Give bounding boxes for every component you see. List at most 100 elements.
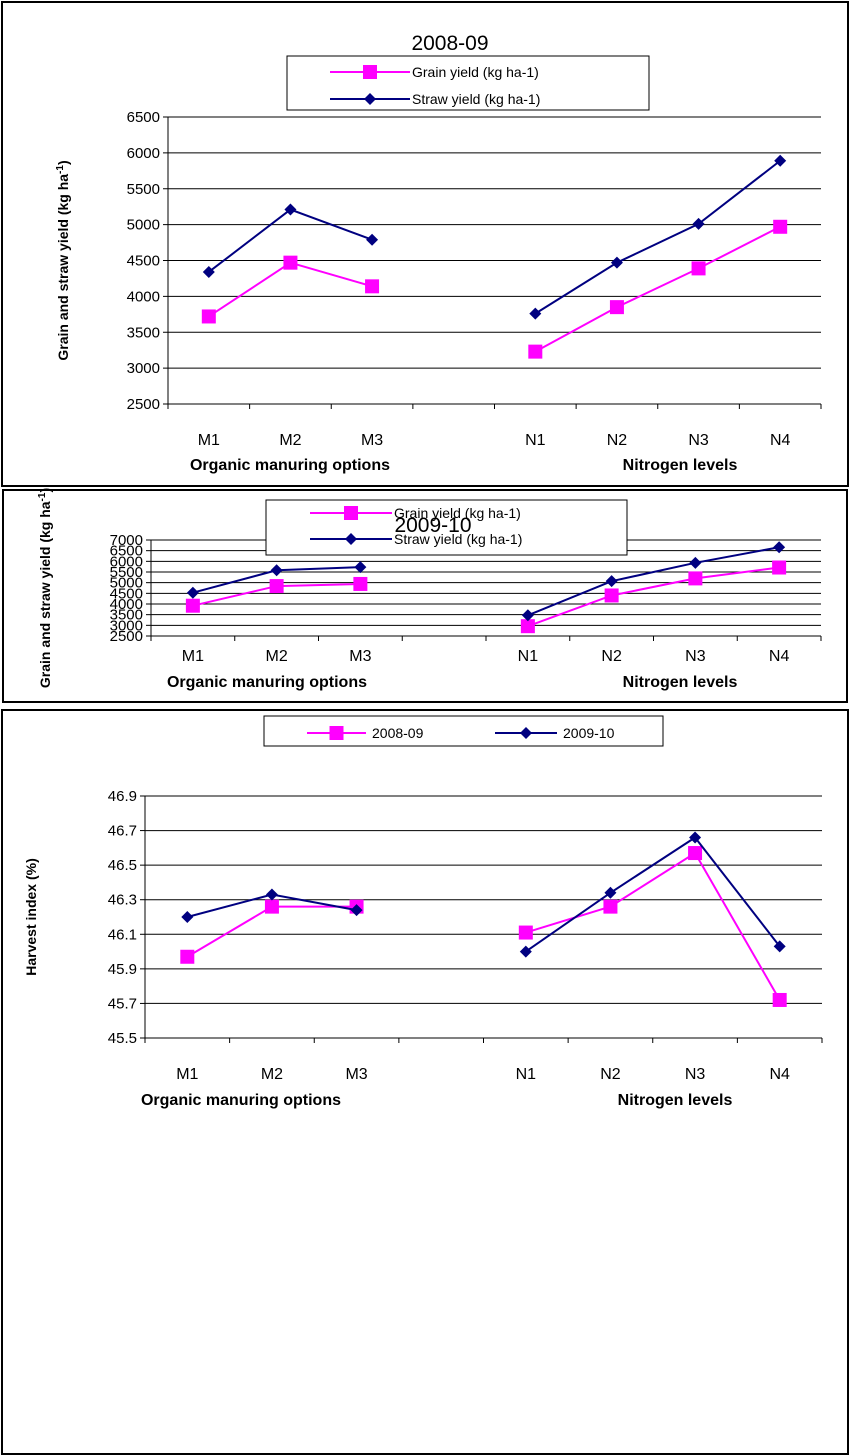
series-line [534, 225, 781, 353]
y-tick-label: 6000 [110, 553, 143, 570]
y-tick-label: 46.7 [108, 823, 137, 840]
legend-marker [364, 93, 376, 105]
series-a-point-m3 [365, 279, 380, 294]
series-b-point-m3 [354, 561, 367, 574]
group-label-nitrogen-levels: Nitrogen levels [618, 1092, 733, 1109]
chart-frame [2, 489, 848, 703]
legend-marker [363, 65, 377, 79]
series-b-point-n4 [774, 154, 787, 167]
x-tick-label-n1: N1 [518, 648, 539, 665]
y-tick-label: 3000 [127, 360, 160, 377]
series-b-point-n2 [605, 575, 618, 588]
y-tick-label: 6000 [127, 145, 160, 162]
group-label-organic-manuring: Organic manuring options [190, 457, 390, 474]
series-b-point-n1 [521, 609, 534, 622]
legend-marker [520, 727, 532, 739]
y-tick-label: 4000 [127, 288, 160, 305]
group-label-nitrogen-levels: Nitrogen levels [623, 674, 738, 691]
series-b-point-m2 [270, 564, 283, 577]
y-tick-label: 5000 [110, 575, 143, 592]
x-tick-label-n2: N2 [601, 648, 622, 665]
x-tick-label-n4: N4 [769, 1066, 790, 1083]
series-b-point-m3 [366, 233, 379, 246]
y-tick-label: 5000 [127, 217, 160, 234]
legend-entry: Grain yield (kg ha-1) [394, 505, 521, 521]
y-tick-label: 45.7 [108, 995, 137, 1012]
legend-marker [345, 533, 357, 545]
x-tick-label-m3: M3 [361, 432, 383, 449]
chart-title: 2009-10 [394, 514, 471, 537]
chart-panel-2008-09: 2500 3000 3500 4000 4500 5000 5500 6000 6500 M1 M2… [0, 0, 850, 488]
series-b-point-n3 [692, 217, 705, 230]
series-a-point-n2 [603, 899, 618, 914]
chart-panel-2009-10: 2500 3000 3500 4000 4500 5000 5500 6000 6500 7000… [0, 488, 850, 708]
chart-svg: 2500 3000 3500 4000 4500 5000 5500 6000 6500 M1 M2… [1, 1, 849, 487]
y-tick-label: 45.5 [108, 1030, 137, 1047]
series-a-point-n3 [691, 261, 706, 276]
series-a-point-m1 [180, 949, 195, 964]
y-tick-label: 2500 [110, 628, 143, 645]
y-axis-label: Grain and straw yield (kg ha-1) [37, 488, 54, 688]
legend-box [265, 499, 628, 556]
y-tick-label: 4500 [110, 585, 143, 602]
series-b-point-n2 [610, 256, 623, 269]
y-tick-label: 3500 [110, 607, 143, 624]
x-tick-label-n1: N1 [516, 1066, 537, 1083]
x-tick-label-n4: N4 [770, 432, 791, 449]
series-line [527, 546, 780, 617]
y-tick-label: 6500 [127, 109, 160, 126]
series-a-point-n3 [688, 846, 703, 861]
x-tick-label-m1: M1 [198, 432, 220, 449]
series-a-point-n4 [773, 219, 788, 234]
series-a-point-n4 [772, 560, 787, 575]
y-tick-label: 46.9 [108, 788, 137, 805]
series-a-point-n4 [772, 992, 787, 1007]
series-a-point-n1 [520, 619, 535, 634]
series-a-point-m1 [185, 598, 200, 613]
y-axis-label: Grain and straw yield (kg ha-1) [55, 160, 72, 360]
y-tick-label: 4500 [127, 253, 160, 270]
series-b-point-m2 [284, 203, 297, 216]
legend-marker [344, 506, 358, 520]
x-tick-label-m2: M2 [279, 432, 301, 449]
series-b-point-n1 [519, 945, 532, 958]
series-a-point-m2 [264, 899, 279, 914]
legend-box [286, 55, 650, 111]
y-tick-label: 46.3 [108, 892, 137, 909]
series-a-point-n1 [518, 925, 533, 940]
chart-svg: 2500300035004000450050005500600065007000… [2, 488, 848, 703]
x-tick-label-n1: N1 [525, 432, 546, 449]
x-tick-label-n3: N3 [685, 1066, 706, 1083]
series-b-point-m1 [186, 586, 199, 599]
x-tick-label-n3: N3 [688, 432, 709, 449]
series-line [525, 851, 781, 1001]
y-tick-label: 46.1 [108, 926, 137, 943]
y-tick-label: 5500 [110, 564, 143, 581]
x-tick-label-m2: M2 [266, 648, 288, 665]
series-b-point-n1 [529, 307, 542, 320]
y-tick-label: 7000 [110, 532, 143, 549]
x-tick-label-m1: M1 [176, 1066, 198, 1083]
y-tick-label: 3000 [110, 617, 143, 634]
series-a-point-n1 [528, 344, 543, 359]
series-a-point-m2 [283, 255, 298, 270]
series-a-point-m2 [269, 579, 284, 594]
series-line [208, 261, 373, 318]
legend-entry: Straw yield (kg ha-1) [412, 91, 540, 107]
x-tick-label-m2: M2 [261, 1066, 283, 1083]
y-axis-label: Harvest index (%) [23, 858, 39, 975]
series-b-point-n3 [689, 556, 702, 569]
legend-entry: 2009-10 [563, 725, 615, 741]
x-tick-label-m3: M3 [345, 1066, 367, 1083]
x-tick-label-n2: N2 [600, 1066, 621, 1083]
series-b-point-n3 [689, 831, 702, 844]
series-a-point-n3 [688, 571, 703, 586]
series-b-point-m3 [350, 904, 363, 917]
series-line [527, 566, 780, 628]
series-line [534, 159, 781, 315]
series-line [186, 905, 357, 958]
series-line [525, 836, 781, 953]
y-tick-label: 46.5 [108, 857, 137, 874]
series-b-point-n4 [773, 940, 786, 953]
series-b-point-n2 [604, 886, 617, 899]
